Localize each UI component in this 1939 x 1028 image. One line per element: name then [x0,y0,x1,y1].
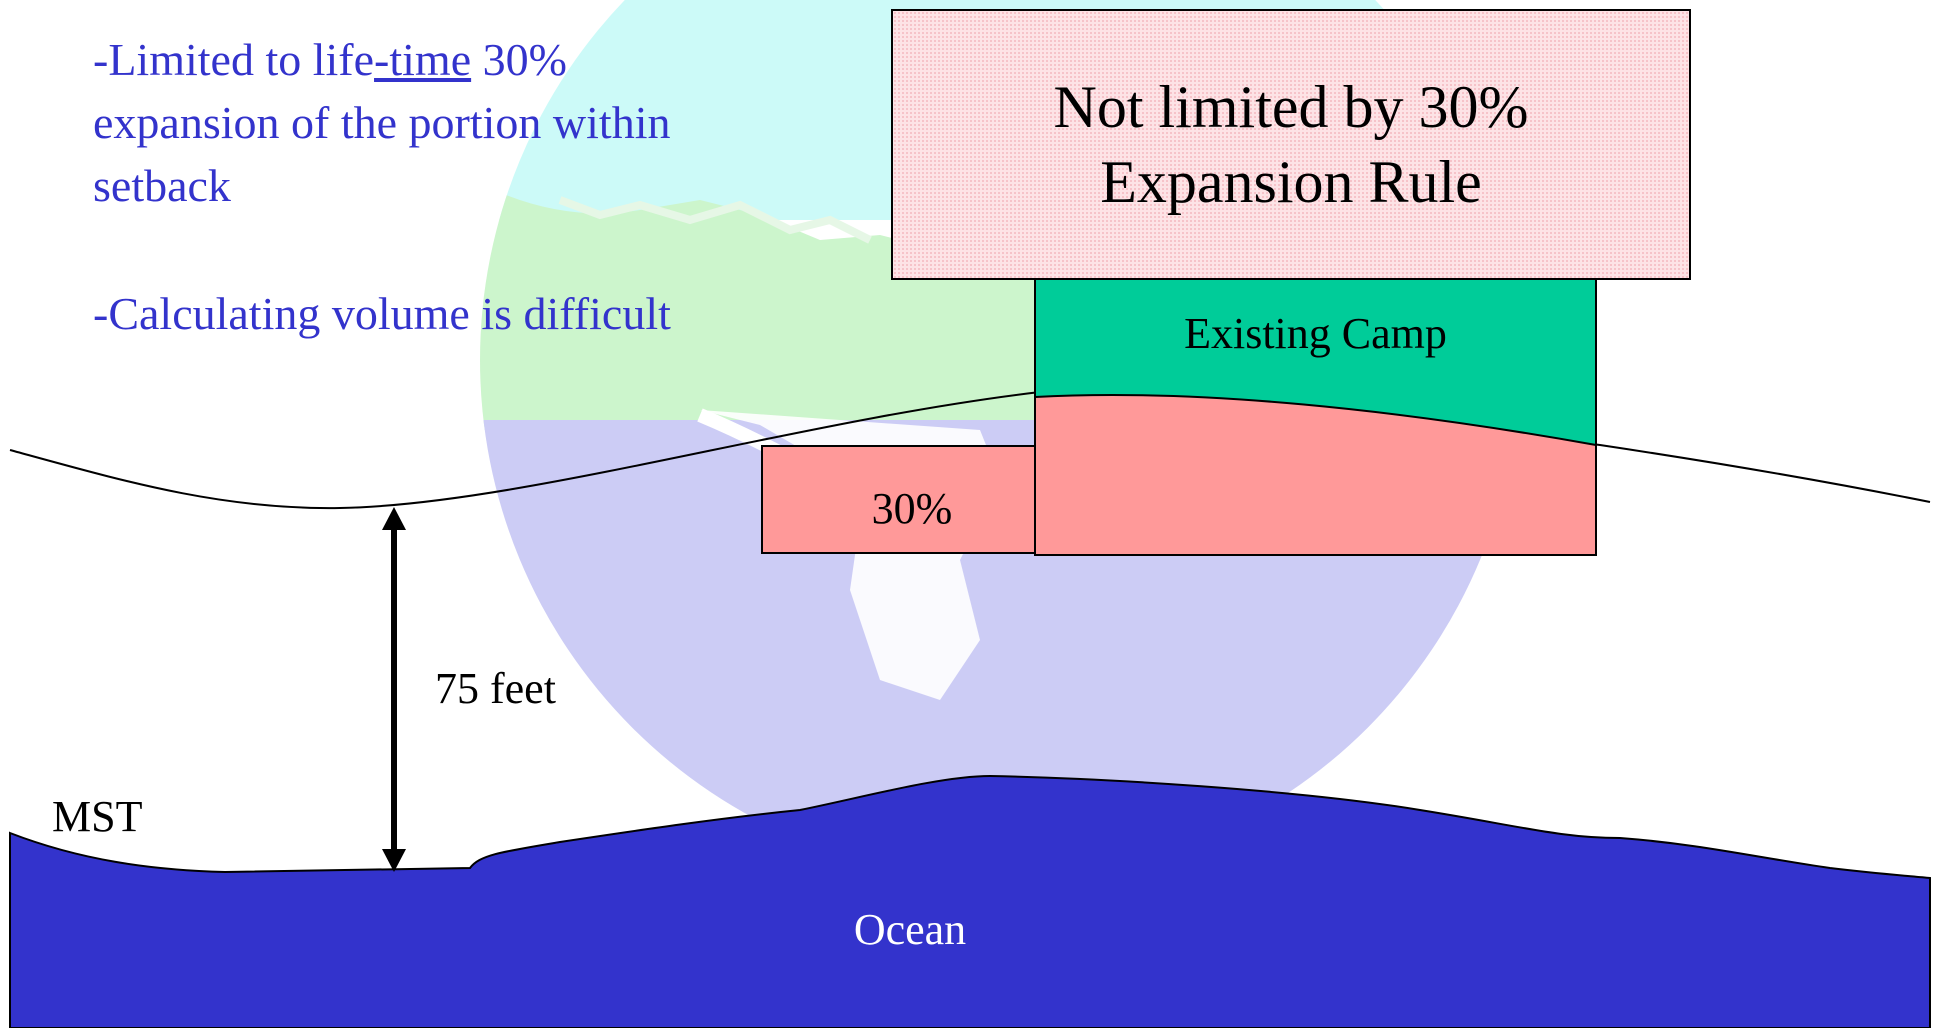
bullet-line-2: expansion of the portion within [93,97,671,148]
rule-box-line-1: Not limited by 30% [1053,73,1529,140]
expansion-label: 30% [871,484,953,533]
existing-camp-within-setback [1034,394,1597,556]
setback-line [9,390,1931,510]
ocean-label: Ocean [853,905,967,954]
ocean-shape [9,774,1931,1028]
bullet-line-1: -Limited to life-time 30% [93,34,567,85]
mst-label: MST [52,792,143,841]
distance-label: 75 feet [435,664,556,713]
not-limited-rule-box: Not limited by 30% Expansion Rule [891,9,1691,280]
bullet-line-3: setback [93,160,231,211]
existing-camp-label: Existing Camp [1184,309,1447,358]
distance-arrow [382,507,406,872]
bullet-line-4: -Calculating volume is difficult [93,288,671,339]
rule-box-line-2: Expansion Rule [1100,148,1482,215]
expansion-box [761,445,1036,554]
